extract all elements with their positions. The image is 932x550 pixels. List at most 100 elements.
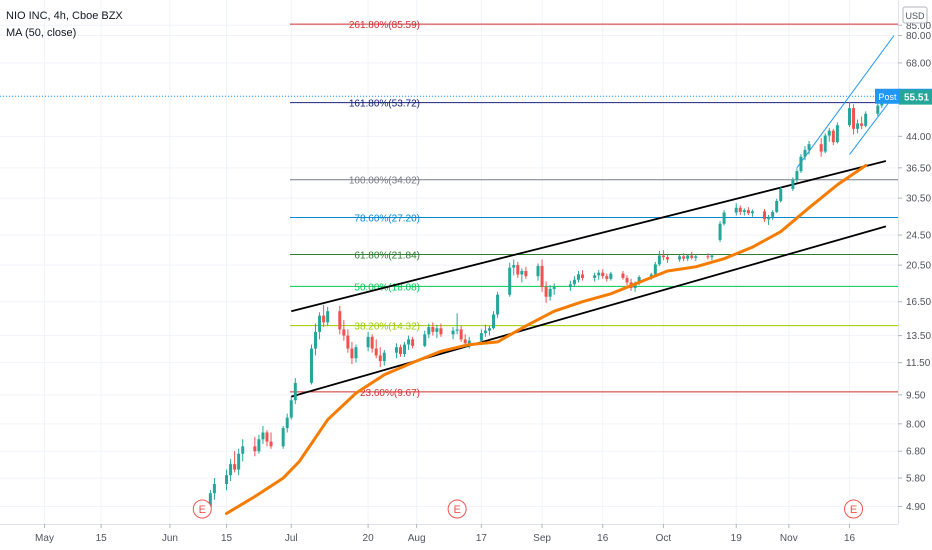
- candle-59: [544, 281, 548, 303]
- small-channel-line-1[interactable]: [849, 95, 895, 155]
- candle-88: [718, 221, 722, 243]
- candle-3: [225, 469, 229, 491]
- candle-64: [576, 270, 580, 283]
- candle-19: [318, 312, 322, 340]
- candle-104: [807, 140, 811, 155]
- candle-32: [394, 343, 398, 359]
- time-tick-6: Aug: [408, 533, 426, 544]
- earnings-marker-0[interactable]: E: [192, 499, 212, 519]
- candle-61: [552, 283, 556, 295]
- earnings-marker-2[interactable]: E: [844, 499, 864, 519]
- candle-93: [746, 207, 750, 215]
- candle-86: [706, 253, 710, 260]
- svg-text:E: E: [850, 504, 857, 516]
- price-axis[interactable]: 4.90 5.80 6.80 8.00 9.50 11.50 13.50 16.50 20.50…: [898, 0, 932, 550]
- candle-65: [581, 270, 585, 281]
- time-tick-11: 19: [731, 533, 743, 544]
- small-channel-line-0[interactable]: [796, 35, 895, 169]
- time-tick-13: 16: [844, 533, 856, 544]
- candle-112: [856, 119, 860, 134]
- symbol-title[interactable]: NIO INC, 4h, Cboe BZX: [6, 10, 123, 22]
- candle-46: [467, 336, 471, 349]
- candle-53: [512, 259, 516, 276]
- fib-label-3: 78.60%(27.20): [354, 213, 420, 224]
- candle-66: [593, 272, 597, 282]
- candle-38: [427, 323, 431, 339]
- price-tick-16: 85.00: [906, 21, 931, 32]
- post-price-tag: Post: [875, 88, 900, 104]
- candle-43: [455, 313, 459, 335]
- candle-35: [407, 335, 411, 350]
- candle-67: [597, 270, 601, 280]
- candle-98: [775, 198, 779, 214]
- candle-62: [568, 280, 572, 291]
- svg-text:E: E: [453, 504, 460, 516]
- candle-5: [233, 451, 237, 473]
- ma-line[interactable]: [225, 164, 868, 515]
- candle-23: [342, 320, 346, 341]
- time-tick-3: 15: [221, 533, 233, 544]
- time-tick-2: Jun: [162, 533, 178, 544]
- last-price-label: 55.51: [899, 89, 932, 105]
- candle-69: [605, 273, 609, 282]
- price-tick-10: 30.50: [906, 194, 931, 205]
- candle-8: [253, 436, 257, 457]
- candle-71: [621, 270, 625, 280]
- candle-79: [661, 250, 665, 261]
- candle-97: [771, 210, 775, 220]
- candle-95: [763, 208, 767, 222]
- svg-text:Post: Post: [878, 92, 897, 102]
- candle-81: [678, 254, 682, 262]
- candle-16: [293, 377, 297, 404]
- svg-text:55.51: 55.51: [904, 93, 929, 104]
- candle-114: [864, 111, 868, 128]
- candle-40: [435, 324, 439, 339]
- candle-41: [439, 323, 443, 337]
- candle-9: [257, 434, 261, 454]
- channel-line-0[interactable]: [291, 160, 887, 313]
- candle-84: [690, 251, 694, 260]
- time-tick-4: Jul: [285, 533, 298, 544]
- time-tick-12: Nov: [780, 533, 798, 544]
- time-tick-0: May: [35, 533, 54, 544]
- fib-label-7: 23.60%(9.67): [360, 388, 420, 399]
- channel-line-1[interactable]: [291, 225, 887, 398]
- chart-legend: NIO INC, 4h, Cboe BZX MA (50, close): [6, 8, 123, 42]
- candle-31: [382, 349, 386, 366]
- price-tick-8: 20.50: [906, 261, 931, 272]
- fib-label-0: 261.80%(85.59): [349, 20, 420, 31]
- candle-29: [374, 339, 378, 359]
- candle-37: [423, 330, 427, 348]
- candle-109: [835, 122, 839, 144]
- time-axis[interactable]: May 15 Jun 15 Jul 20 Aug 17 Sep 16 Oct 19 Nov 16: [0, 524, 898, 550]
- candle-82: [682, 253, 686, 262]
- price-tick-6: 13.50: [906, 331, 931, 342]
- trend-channel: [291, 35, 895, 398]
- svg-text:E: E: [199, 504, 206, 516]
- price-tick-5: 11.50: [906, 358, 931, 369]
- price-tick-12: 44.00: [906, 132, 931, 143]
- indicator-label[interactable]: MA (50, close): [6, 27, 77, 39]
- candle-58: [540, 259, 544, 292]
- earnings-marker-1[interactable]: E: [447, 499, 467, 519]
- candle-39: [431, 322, 435, 336]
- candle-94: [750, 209, 754, 217]
- price-tick-1: 5.80: [906, 474, 926, 485]
- candle-92: [742, 208, 746, 216]
- time-tick-9: 16: [597, 533, 609, 544]
- time-tick-5: 20: [363, 533, 375, 544]
- currency-tag[interactable]: USD: [902, 6, 928, 24]
- candle-107: [827, 128, 831, 142]
- candle-6: [237, 448, 241, 476]
- candle-99: [779, 186, 783, 203]
- price-tick-11: 36.50: [906, 163, 931, 174]
- fib-label-6: 38.20%(14.32): [354, 322, 420, 333]
- candle-10: [261, 425, 265, 444]
- candle-2: [212, 478, 216, 500]
- candle-48: [483, 324, 487, 337]
- candle-17: [309, 344, 313, 385]
- price-tick-14: 68.00: [906, 58, 931, 69]
